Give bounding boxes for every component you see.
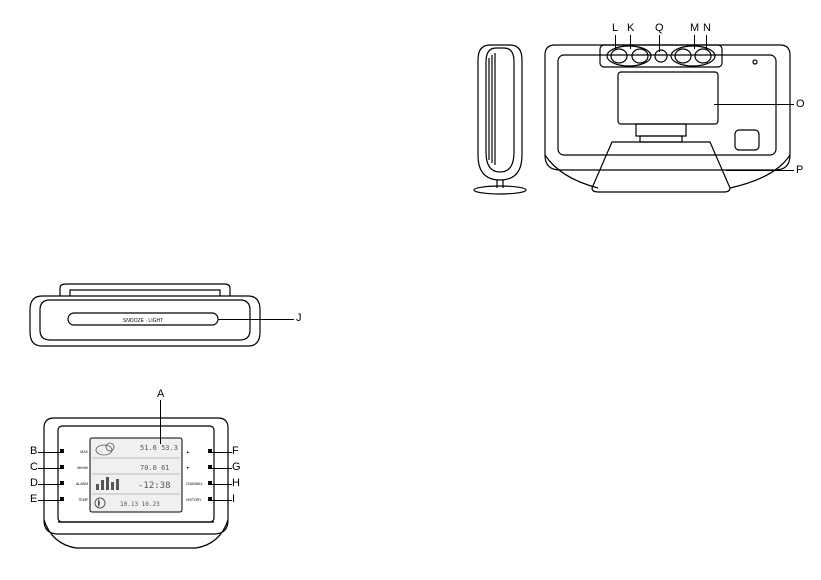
leader-A <box>160 400 161 444</box>
lcd-time: -12:38 <box>138 481 171 491</box>
label-E: E <box>30 494 37 505</box>
label-G: G <box>232 462 241 473</box>
label-D: D <box>30 478 38 489</box>
label-A: A <box>157 389 164 400</box>
svg-text:MAX: MAX <box>80 450 88 454</box>
lcd-top: 51.6 53.3 <box>140 444 178 452</box>
front-view-diagram: 51.6 53.3 70.0 61 -12:38 10.13 10.23 MAX… <box>0 0 821 580</box>
label-B: B <box>30 446 37 457</box>
label-F: F <box>232 446 239 457</box>
leader-E <box>38 500 62 501</box>
leader-I <box>210 500 232 501</box>
leader-G <box>210 468 232 469</box>
lcd-mid: 70.0 61 <box>140 464 170 472</box>
leader-B <box>38 452 62 453</box>
label-I: I <box>232 494 235 505</box>
label-H: H <box>232 478 240 489</box>
lcd-bottom: 10.13 10.23 <box>120 501 160 508</box>
svg-text:ALARM: ALARM <box>76 482 88 486</box>
leader-F <box>210 452 232 453</box>
svg-text:TEMP: TEMP <box>78 498 88 502</box>
svg-text:HISTORY: HISTORY <box>186 498 202 502</box>
svg-text:▼: ▼ <box>186 466 189 470</box>
svg-text:MIN/W: MIN/W <box>77 466 88 470</box>
leader-C <box>38 468 62 469</box>
leader-D <box>38 484 62 485</box>
label-C: C <box>30 462 38 473</box>
svg-text:▲: ▲ <box>186 450 189 454</box>
leader-H <box>210 484 232 485</box>
svg-text:CHANNEL: CHANNEL <box>186 482 203 486</box>
